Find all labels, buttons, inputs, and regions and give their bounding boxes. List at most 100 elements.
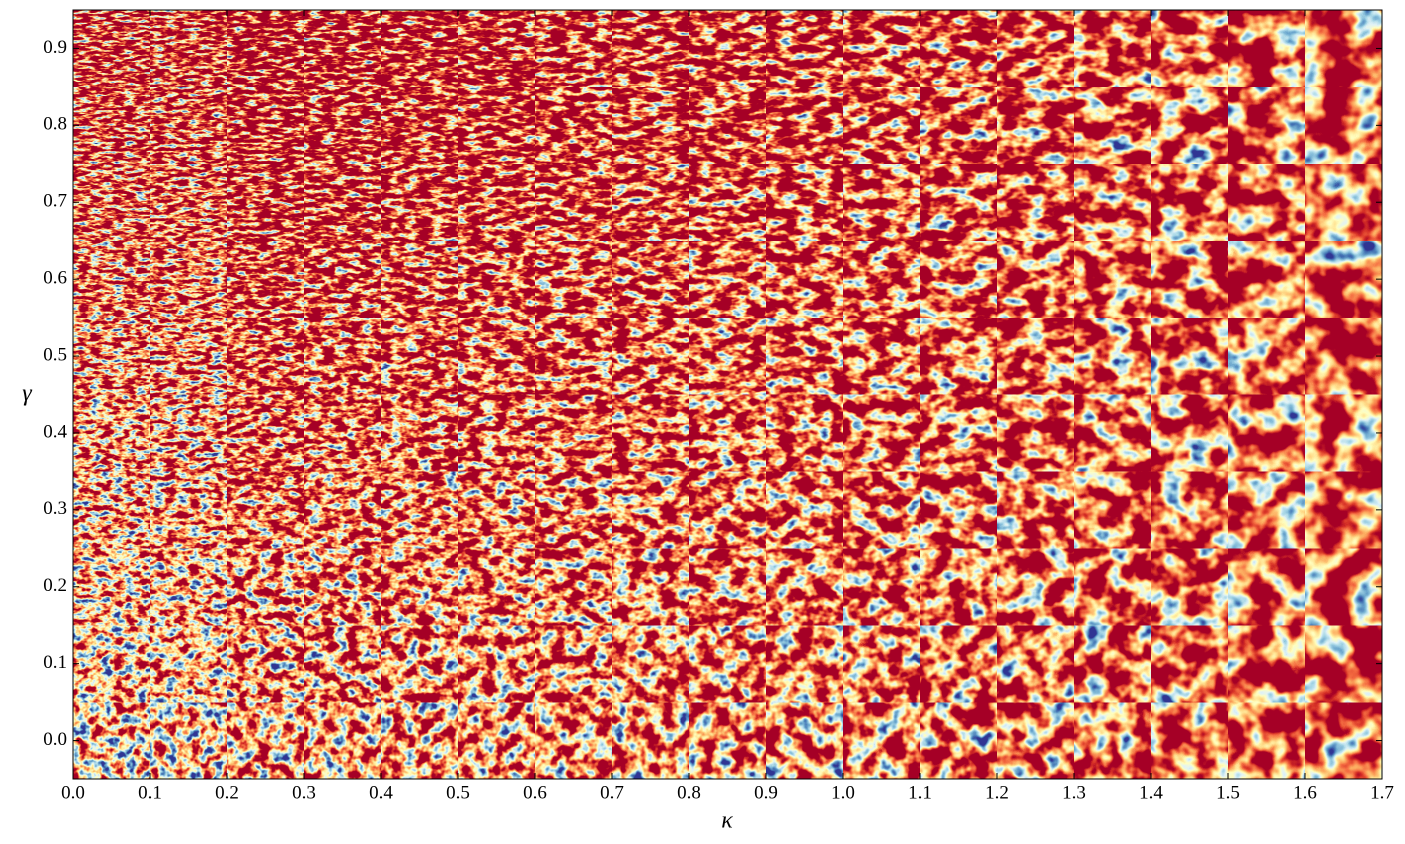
- tile: [227, 394, 304, 472]
- tile: [843, 86, 920, 164]
- tile: [150, 702, 227, 779]
- tile: [689, 10, 766, 87]
- y-tick-label: 0.6: [43, 268, 67, 289]
- tile: [612, 10, 689, 87]
- tile: [997, 625, 1074, 703]
- x-tick-label: 1.2: [985, 782, 1009, 803]
- tile: [535, 394, 612, 472]
- tile: [227, 317, 304, 395]
- tile: [1305, 317, 1382, 395]
- tile: [689, 625, 766, 703]
- tile: [1151, 240, 1228, 318]
- x-tick-label: 1.0: [831, 782, 855, 803]
- tile: [766, 317, 843, 395]
- tile: [381, 394, 458, 472]
- tile: [997, 86, 1074, 164]
- tile: [458, 625, 535, 703]
- tile: [535, 317, 612, 395]
- tile: [381, 471, 458, 549]
- tile: [997, 702, 1074, 779]
- tile: [1151, 548, 1228, 626]
- tile: [1151, 702, 1228, 779]
- tile: [997, 10, 1074, 87]
- tiles: [73, 10, 1382, 779]
- y-tick-label: 0.2: [43, 575, 67, 596]
- tile: [920, 317, 997, 395]
- tile: [1074, 163, 1151, 241]
- tile: [1151, 471, 1228, 549]
- tile: [997, 394, 1074, 472]
- tile: [458, 86, 535, 164]
- tile: [689, 163, 766, 241]
- tile: [227, 163, 304, 241]
- tile: [73, 471, 150, 549]
- tile: [304, 240, 381, 318]
- tile: [458, 163, 535, 241]
- tile: [1305, 10, 1382, 87]
- tile: [1228, 394, 1305, 472]
- x-tick-label: 1.3: [1062, 782, 1086, 803]
- x-tick-label: 0.1: [138, 782, 162, 803]
- tile: [73, 394, 150, 472]
- tile: [458, 240, 535, 318]
- tile: [150, 10, 227, 87]
- tile: [1228, 317, 1305, 395]
- tile: [766, 702, 843, 779]
- tile: [689, 317, 766, 395]
- tile: [381, 86, 458, 164]
- tile: [1228, 702, 1305, 779]
- tile: [304, 625, 381, 703]
- tile: [920, 240, 997, 318]
- tile: [1151, 625, 1228, 703]
- tile: [997, 317, 1074, 395]
- x-tick-label: 0.7: [600, 782, 624, 803]
- tile: [381, 317, 458, 395]
- tile: [1305, 163, 1382, 241]
- tile: [73, 702, 150, 779]
- tile: [1305, 548, 1382, 626]
- tile: [150, 471, 227, 549]
- tile: [689, 471, 766, 549]
- tile: [843, 163, 920, 241]
- tile: [997, 240, 1074, 318]
- tile: [304, 702, 381, 779]
- y-axis-label: γ: [22, 381, 32, 407]
- tile: [689, 240, 766, 318]
- tile: [73, 548, 150, 626]
- tile: [1151, 163, 1228, 241]
- x-tick-label: 0.2: [215, 782, 239, 803]
- tile: [612, 163, 689, 241]
- tile: [920, 548, 997, 626]
- tile: [458, 702, 535, 779]
- x-tick-label: 0.8: [677, 782, 701, 803]
- tile: [766, 394, 843, 472]
- tile: [1074, 548, 1151, 626]
- tile: [1228, 625, 1305, 703]
- tile: [1228, 548, 1305, 626]
- y-tick-label: 0.3: [43, 498, 67, 519]
- tile: [766, 10, 843, 87]
- y-tick-label: 0.0: [43, 729, 67, 750]
- tile: [766, 548, 843, 626]
- tile: [689, 702, 766, 779]
- tile: [1228, 240, 1305, 318]
- tile: [227, 625, 304, 703]
- tile: [612, 86, 689, 164]
- tile: [843, 471, 920, 549]
- tile: [920, 394, 997, 472]
- tile: [381, 548, 458, 626]
- x-axis-label: κ: [721, 808, 733, 834]
- x-tick-label: 1.7: [1370, 782, 1394, 803]
- x-tick-label: 1.6: [1293, 782, 1317, 803]
- tile: [458, 10, 535, 87]
- tile: [304, 86, 381, 164]
- y-tick-label: 0.1: [43, 652, 67, 673]
- tile: [535, 548, 612, 626]
- tile: [689, 86, 766, 164]
- tile: [1151, 10, 1228, 87]
- tile: [766, 86, 843, 164]
- tile: [1074, 394, 1151, 472]
- tile: [920, 702, 997, 779]
